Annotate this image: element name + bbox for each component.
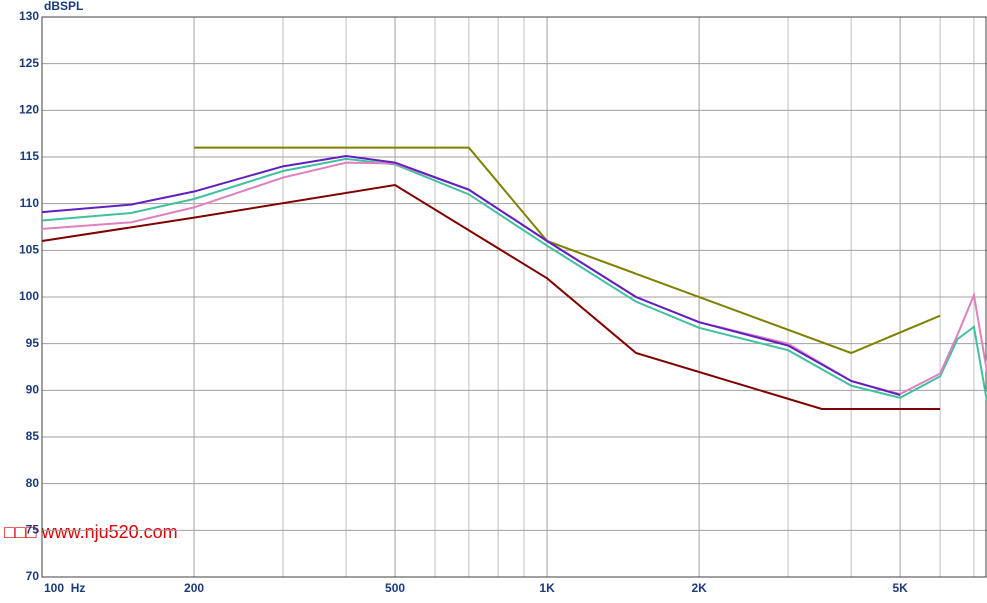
- x-tick-label: 200: [184, 581, 204, 595]
- x-tick-label: 2K: [691, 581, 707, 595]
- y-tick-label: 85: [26, 429, 40, 443]
- y-tick-label: 110: [20, 196, 40, 210]
- y-tick-label: 100: [19, 289, 39, 303]
- y-tick-label: 90: [26, 383, 40, 397]
- series-line: [41, 161, 987, 396]
- x-tick-label: 5K: [892, 581, 908, 595]
- y-tick-label: 125: [19, 56, 39, 70]
- y-tick-label: 130: [19, 9, 39, 23]
- grid: [41, 16, 987, 578]
- y-tick-label: 105: [19, 243, 39, 257]
- series-line: [41, 183, 941, 410]
- x-tick-label: 500: [385, 581, 405, 595]
- y-tick-label: 70: [26, 569, 40, 583]
- y-tick-label: 95: [26, 336, 40, 350]
- x-tick-label: 100 Hz: [44, 581, 85, 595]
- y-tick-label: 80: [26, 476, 40, 490]
- x-tick-label: 1K: [539, 581, 555, 595]
- series-line: [41, 155, 901, 396]
- watermark: □□□ www.nju520.com: [4, 522, 178, 542]
- y-axis-label: dBSPL: [44, 0, 83, 13]
- plot-frame: [41, 16, 987, 578]
- series-line: [41, 157, 987, 402]
- y-tick-label: 120: [19, 103, 39, 117]
- y-tick-label: 75: [26, 523, 40, 537]
- y-tick-label: 115: [20, 149, 40, 163]
